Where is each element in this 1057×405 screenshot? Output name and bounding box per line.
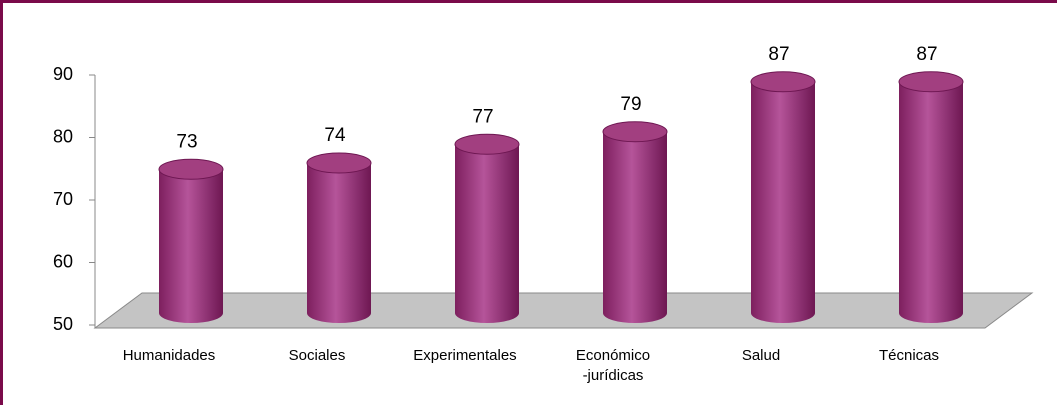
x-tick-label: Experimentales — [413, 347, 516, 364]
cylinder-body — [159, 169, 223, 323]
value-label: 87 — [768, 44, 789, 65]
cylinder-top — [306, 152, 372, 174]
bar — [158, 158, 224, 323]
cylinder-top — [158, 158, 224, 180]
cylinder-body — [603, 131, 667, 323]
cylinder-top — [602, 121, 668, 143]
value-label: 77 — [472, 106, 493, 127]
cylinder-top — [454, 133, 520, 155]
cylinder-body — [751, 81, 815, 323]
y-tick-label: 80 — [53, 126, 73, 146]
bar — [750, 71, 816, 323]
bar — [602, 121, 668, 323]
x-tick-label: Sociales — [289, 347, 346, 364]
value-label: 74 — [324, 125, 346, 146]
cylinder-body — [455, 144, 519, 323]
floor — [93, 292, 1034, 329]
cylinder-top — [750, 71, 816, 93]
bar — [898, 71, 964, 323]
x-tick-label: Humanidades — [123, 347, 216, 364]
y-tick-label: 60 — [53, 251, 73, 271]
value-label: 87 — [916, 44, 937, 65]
x-tick-label: Salud — [742, 347, 780, 364]
value-label: 79 — [620, 94, 641, 115]
x-tick-label: Económico -jurídicas — [576, 347, 650, 384]
y-tick-label: 90 — [53, 64, 73, 84]
y-tick-label: 50 — [53, 314, 73, 334]
x-tick-label: Técnicas — [879, 347, 939, 364]
y-tick-label: 70 — [53, 189, 73, 209]
cylinder-body — [307, 163, 371, 323]
bar — [306, 152, 372, 323]
cylinder-top — [898, 71, 964, 93]
value-label: 73 — [176, 131, 197, 152]
cylinder-body — [899, 81, 963, 323]
bar — [454, 133, 520, 323]
